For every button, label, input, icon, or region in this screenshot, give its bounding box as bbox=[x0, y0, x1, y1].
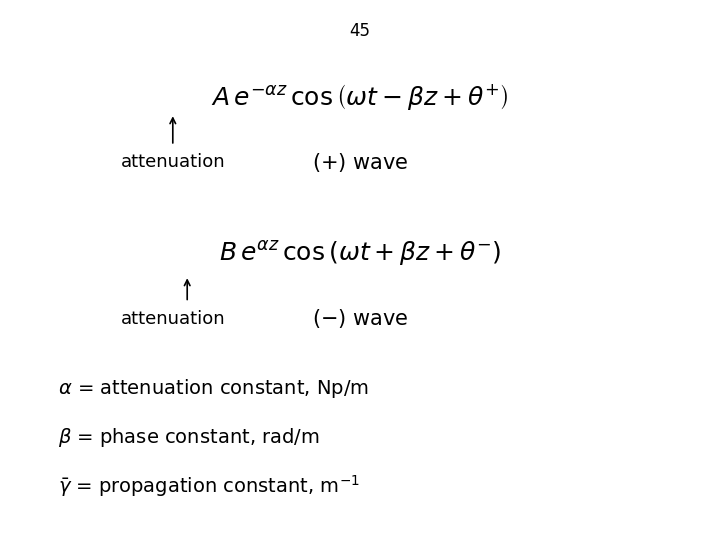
Text: 45: 45 bbox=[349, 22, 371, 39]
Text: $(+)$ wave: $(+)$ wave bbox=[312, 151, 408, 173]
Text: $A\,e^{-\alpha z}\, \cos\left(\omega t - \beta z + \theta^{+}\right)$: $A\,e^{-\alpha z}\, \cos\left(\omega t -… bbox=[212, 82, 508, 112]
Text: attenuation: attenuation bbox=[120, 153, 225, 171]
Text: $(-)$ wave: $(-)$ wave bbox=[312, 307, 408, 330]
Text: $\alpha$ = attenuation constant, Np/m: $\alpha$ = attenuation constant, Np/m bbox=[58, 377, 369, 400]
Text: $\beta$ = phase constant, rad/m: $\beta$ = phase constant, rad/m bbox=[58, 426, 319, 449]
Text: attenuation: attenuation bbox=[120, 309, 225, 328]
Text: $\bar{\gamma}$ = propagation constant, m$^{-1}$: $\bar{\gamma}$ = propagation constant, m… bbox=[58, 473, 359, 499]
Text: $B\,e^{\alpha z}\, \cos\left(\omega t + \beta z + \theta^{-}\right)$: $B\,e^{\alpha z}\, \cos\left(\omega t + … bbox=[219, 239, 501, 268]
